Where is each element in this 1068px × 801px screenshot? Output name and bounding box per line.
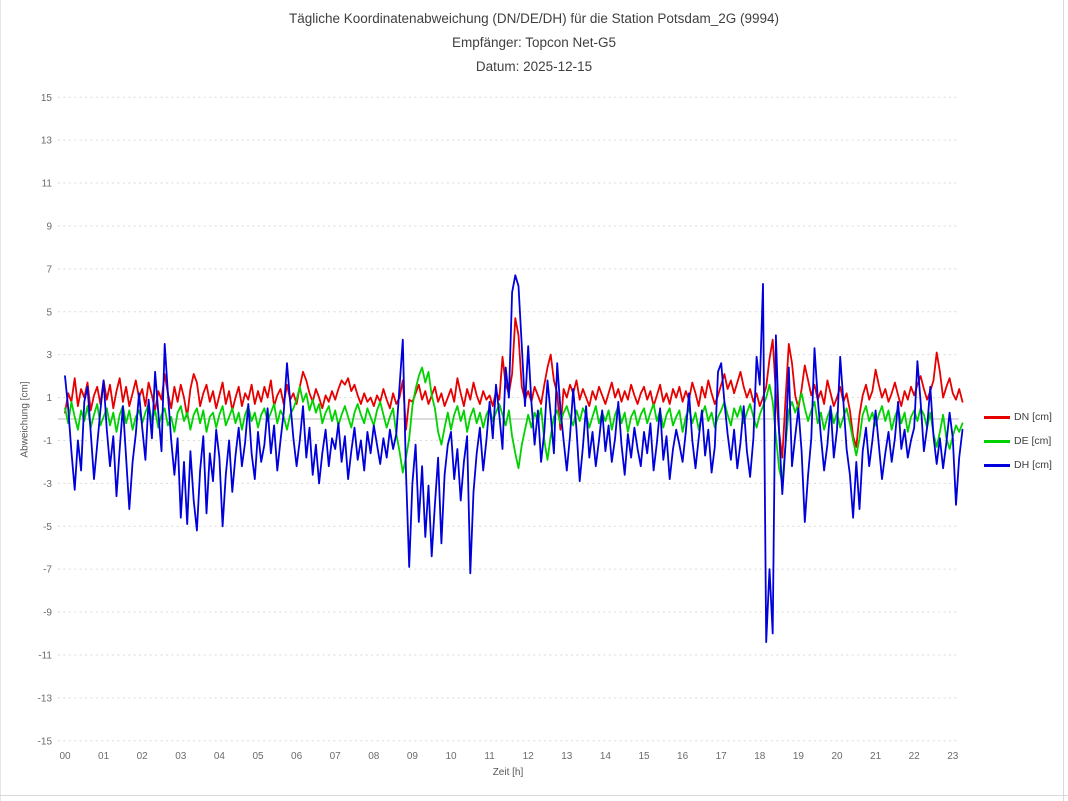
y-tick-label: -9 — [43, 608, 52, 619]
panel-right-border — [1063, 0, 1064, 801]
y-tick-label: 11 — [42, 179, 53, 190]
x-tick-label: 02 — [137, 751, 149, 762]
x-tick-label: 12 — [523, 751, 535, 762]
y-tick-label: 7 — [46, 264, 52, 275]
x-tick-label: 03 — [175, 751, 187, 762]
legend-line-swatch — [984, 439, 1010, 443]
x-tick-label: 20 — [831, 751, 843, 762]
y-tick-label: 3 — [46, 350, 52, 361]
series-dh-line — [64, 274, 964, 643]
legend-item-de: DE [cm] — [984, 429, 1052, 453]
x-axis-title: Zeit [h] — [492, 767, 524, 778]
legend-label: DN [cm] — [1014, 411, 1052, 423]
panel-left-border — [0, 0, 1, 801]
chart-title: Tägliche Koordinatenabweichung (DN/DE/DH… — [288, 11, 779, 26]
legend-line-swatch — [984, 415, 1010, 419]
x-tick-label: 00 — [59, 751, 71, 762]
legend: DN [cm] DE [cm] DH [cm] — [984, 405, 1052, 477]
y-tick-label: -11 — [38, 650, 52, 661]
x-tick-label: 08 — [368, 751, 380, 762]
x-tick-label: 17 — [716, 751, 728, 762]
chart-subtitle-receiver: Empfänger: Topcon Net-G5 — [451, 35, 617, 50]
x-tick-label: 09 — [407, 751, 419, 762]
x-tick-label: 10 — [445, 751, 457, 762]
x-tick-label: 05 — [252, 751, 264, 762]
chart-header: Tägliche Koordinatenabweichung (DN/DE/DH… — [0, 7, 1068, 79]
x-tick-label: 18 — [754, 751, 766, 762]
y-tick-label: -7 — [43, 565, 52, 576]
y-tick-label: 1 — [46, 393, 52, 404]
x-tick-label: 06 — [291, 751, 303, 762]
chart-subtitle-date: Datum: 2025-12-15 — [475, 59, 593, 74]
x-tick-label: 07 — [330, 751, 342, 762]
x-tick-label: 22 — [909, 751, 921, 762]
x-tick-label: 23 — [947, 751, 959, 762]
y-tick-label: -1 — [43, 436, 52, 447]
y-tick-label: 5 — [46, 307, 52, 318]
y-tick-label: -5 — [43, 522, 52, 533]
x-tick-label: 01 — [98, 751, 110, 762]
y-tick-label: 9 — [46, 221, 52, 232]
legend-label: DH [cm] — [1014, 459, 1052, 471]
x-tick-label: 11 — [484, 751, 495, 762]
x-tick-label: 13 — [561, 751, 573, 762]
x-tick-label: 21 — [870, 751, 882, 762]
y-tick-label: -13 — [38, 693, 53, 704]
x-tick-label: 16 — [677, 751, 689, 762]
legend-item-dn: DN [cm] — [984, 405, 1052, 429]
x-tick-label: 14 — [600, 751, 612, 762]
y-tick-label: 13 — [41, 136, 53, 147]
y-tick-label: -3 — [43, 479, 52, 490]
panel-bottom-border — [0, 795, 1068, 796]
x-tick-label: 15 — [638, 751, 650, 762]
x-tick-label: 04 — [214, 751, 226, 762]
legend-label: DE [cm] — [1014, 435, 1052, 447]
y-tick-label: 15 — [41, 93, 53, 104]
x-tick-label: 19 — [793, 751, 805, 762]
legend-item-dh: DH [cm] — [984, 453, 1052, 477]
legend-line-swatch — [984, 463, 1010, 467]
y-axis-title: Abweichung [cm] — [19, 381, 31, 458]
y-tick-label: -15 — [38, 736, 53, 747]
